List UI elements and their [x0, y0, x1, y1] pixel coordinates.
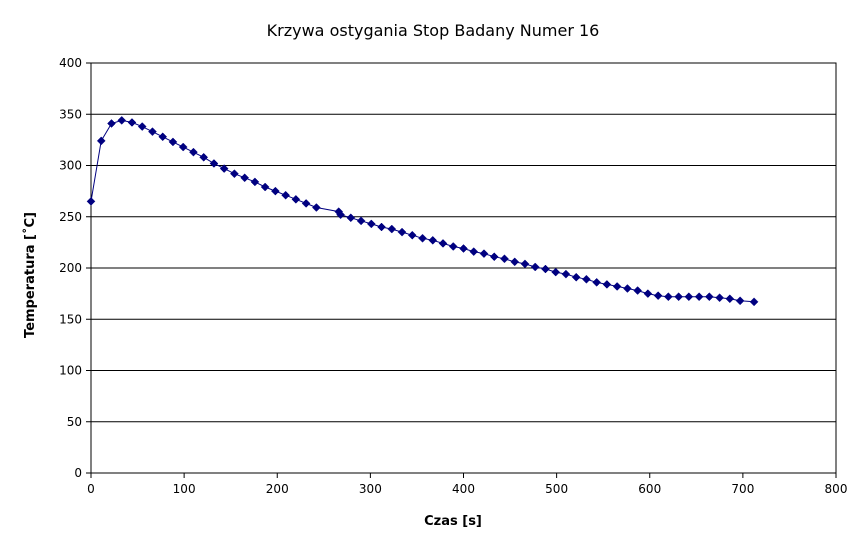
- x-tick-label: 300: [359, 482, 382, 496]
- data-point: [735, 296, 745, 306]
- data-point: [336, 210, 345, 220]
- data-point: [704, 292, 714, 302]
- data-point: [137, 122, 147, 131]
- data-point: [366, 219, 376, 229]
- data-point: [377, 222, 386, 232]
- data-point: [346, 213, 356, 223]
- y-tick-label: 100: [59, 364, 82, 378]
- data-point: [459, 244, 468, 253]
- data-point: [281, 190, 290, 200]
- data-point: [230, 169, 239, 179]
- data-point: [301, 199, 311, 208]
- data-point: [520, 259, 530, 269]
- data-point: [479, 249, 489, 259]
- y-axis-label: Temperatura [˚C]: [22, 212, 38, 338]
- data-point: [602, 280, 612, 289]
- y-tick-label: 150: [59, 312, 82, 326]
- data-point: [664, 292, 673, 302]
- x-tick-label: 800: [825, 482, 848, 496]
- data-point: [407, 230, 417, 240]
- data-point: [271, 186, 280, 196]
- x-tick-label: 700: [731, 482, 754, 496]
- data-point: [219, 164, 229, 173]
- data-point: [312, 203, 321, 212]
- data-point: [551, 267, 561, 277]
- data-point: [612, 282, 622, 291]
- data-point: [530, 262, 540, 272]
- data-point: [674, 292, 683, 302]
- y-tick-label: 50: [67, 415, 82, 429]
- y-tick-label: 300: [59, 159, 82, 173]
- data-point: [561, 269, 571, 279]
- data-point: [418, 233, 427, 243]
- axis-ticks: 0 50 100 150 200 250 300 350 400 0 100 200 300 400 500…: [59, 56, 847, 496]
- data-point: [250, 177, 260, 187]
- x-tick-label: 500: [545, 482, 568, 496]
- x-axis-label: Czas [s]: [424, 514, 482, 529]
- y-tick-label: 250: [59, 210, 82, 224]
- data-point: [592, 277, 602, 287]
- data-point: [148, 127, 157, 137]
- series-line: [90, 119, 755, 303]
- data-point: [178, 142, 188, 152]
- y-tick-label: 350: [59, 107, 82, 121]
- data-point: [356, 216, 366, 226]
- data-point: [117, 116, 127, 125]
- x-tick-label: 600: [638, 482, 661, 496]
- data-point: [489, 252, 499, 262]
- data-point: [469, 247, 479, 256]
- data-point: [438, 239, 448, 248]
- data-point: [684, 292, 694, 302]
- data-point: [749, 297, 759, 307]
- data-point: [633, 286, 642, 295]
- series-temperature: [86, 116, 759, 307]
- data-point: [127, 118, 137, 127]
- data-point: [86, 197, 96, 206]
- y-tick-label: 0: [74, 466, 82, 480]
- data-point: [448, 242, 458, 251]
- data-point: [199, 152, 209, 162]
- x-tick-label: 100: [173, 482, 196, 496]
- data-point: [715, 293, 724, 303]
- y-tick-label: 400: [59, 56, 82, 70]
- data-point: [209, 159, 219, 168]
- data-point: [96, 136, 106, 146]
- x-tick-label: 0: [87, 482, 95, 496]
- data-point: [571, 272, 581, 282]
- chart-title: Krzywa ostygania Stop Badany Numer 16: [267, 21, 600, 40]
- data-point: [623, 284, 632, 293]
- y-tick-label: 200: [59, 261, 82, 275]
- data-point: [397, 227, 407, 237]
- data-point: [510, 257, 520, 267]
- data-point: [582, 274, 591, 284]
- data-point: [694, 292, 704, 302]
- x-tick-label: 400: [452, 482, 475, 496]
- data-point: [260, 182, 270, 192]
- data-point: [541, 264, 550, 274]
- data-point: [107, 119, 116, 128]
- data-point: [725, 294, 735, 304]
- data-point: [387, 224, 397, 234]
- data-point: [291, 194, 301, 204]
- data-point: [653, 291, 663, 301]
- data-point: [168, 137, 178, 147]
- data-point: [240, 173, 250, 183]
- x-tick-label: 200: [266, 482, 289, 496]
- data-point: [428, 235, 438, 245]
- data-point: [500, 254, 509, 264]
- data-point: [643, 289, 653, 298]
- data-point: [158, 132, 168, 142]
- data-point: [189, 147, 198, 157]
